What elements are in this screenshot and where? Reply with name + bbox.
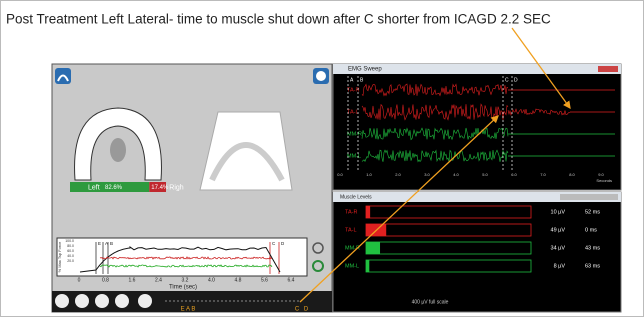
time-value: 43 ms [585,245,600,251]
marker-label: B [110,241,113,246]
x-tick-label: 4.8 [235,277,242,283]
level-value: 49 µV [551,227,566,233]
marker-label: C [505,77,509,83]
level-value: 10 µV [551,209,566,215]
x-tick-label: 3.2 [182,277,189,283]
channel-label: MM-L [347,153,361,159]
time-value: 63 ms [585,263,600,269]
x-tick-label: 1.6 [129,277,136,283]
y-tick-label: 80.0 [67,244,74,248]
play-control[interactable] [75,294,89,308]
x-tick-label: 9.0 [598,172,604,177]
y-tick-label: 60.0 [67,249,74,253]
x-tick-label: 0.0 [337,172,343,177]
window-title: EMG Sweep [348,67,382,73]
channel-label: TA-R [347,87,359,93]
x-tick-label: 0.8 [102,277,109,283]
x-tick-label: 4.0 [453,172,459,177]
window-buttons[interactable] [560,194,618,200]
arch-center [110,138,126,162]
channel-label: TA-L [347,109,359,115]
x-tick-label: 7.0 [540,172,546,177]
screenshot: Post Treatment Left Lateral- time to mus… [0,0,644,317]
right-label: Righ [169,184,184,191]
x-tick-label: 8.0 [569,172,575,177]
play-control[interactable] [138,294,152,308]
y-tick-label: 100.0 [65,239,74,243]
full-scale: 400 µV full scale [412,299,449,305]
x-tick-label: 0 [78,277,81,283]
x-tick-label: 2.0 [395,172,401,177]
time-value: 0 ms [585,227,597,233]
window-buttons[interactable] [598,66,618,72]
level-value: 34 µV [551,245,566,251]
level-bar [366,260,369,272]
y-tick-label: 40.0 [67,254,74,258]
channel-label: TA-L [345,227,357,233]
marker-label: A [105,241,108,246]
level-value: 8 µV [554,263,566,269]
channel-label: TA-R [345,209,357,215]
time-value: 52 ms [585,209,600,215]
timeline-markers: E A B [181,307,196,313]
page: {"title": "Post Treatment Left Lateral- … [0,0,644,322]
x-tick-label: 2.4 [155,277,162,283]
x-axis-label: Time (sec) [169,285,197,291]
level-bar [366,206,370,218]
marker-label: E [98,241,101,246]
right-percent: 17.4% [151,185,169,191]
left-label: Left [88,184,100,191]
play-control[interactable] [115,294,129,308]
timeline-marker: C [295,307,300,313]
emg-window [333,64,621,190]
channel-label: MM-R [347,131,362,137]
left-percent: 82.6% [105,185,123,191]
play-control[interactable] [55,294,69,308]
timeline-marker: D [304,307,309,313]
y-axis-label: % Max Tsp Force [57,241,62,273]
x-tick-label: 6.4 [288,277,295,283]
channel-label: MM-L [345,263,359,269]
marker-label: D [514,77,518,83]
y-tick-label: 20.0 [67,259,74,263]
x-tick-label: 4.0 [208,277,215,283]
level-bar [366,242,380,254]
play-control[interactable] [95,294,109,308]
x-tick-label: 3.0 [424,172,430,177]
x-tick-label: 1.0 [366,172,372,177]
x-axis-label: Seconds [596,178,612,183]
x-tick-label: 5.0 [482,172,488,177]
x-tick-label: 5.6 [261,277,268,283]
window-title: Muscle Levels [340,194,372,200]
caption: Post Treatment Left Lateral- time to mus… [6,12,551,27]
clock-icon [316,71,326,81]
x-tick-label: 6.0 [511,172,517,177]
